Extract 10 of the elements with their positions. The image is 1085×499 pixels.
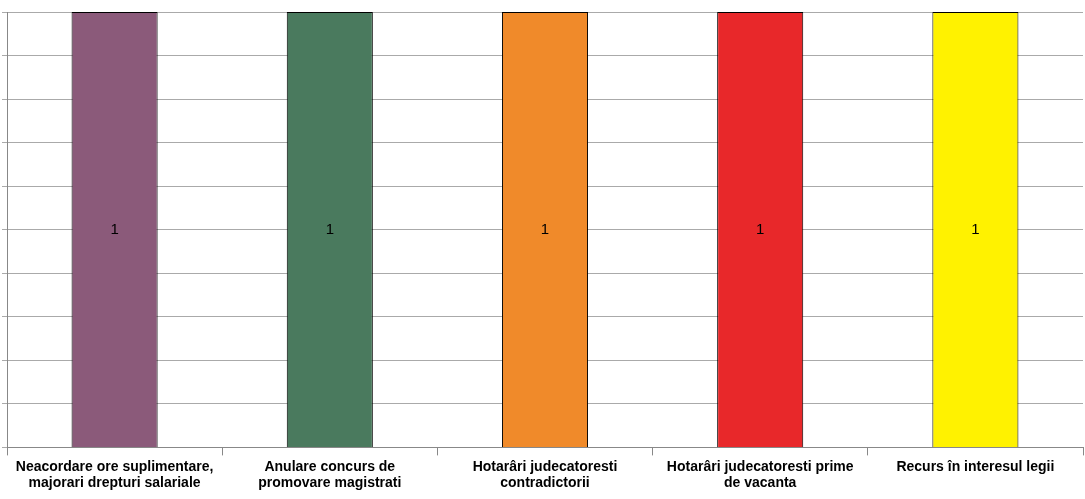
x-tick-label: Anulare concurs de promovare magistrati xyxy=(258,457,402,491)
data-label: 1 xyxy=(756,219,765,237)
x-tick-label: Hotarâri judecatoresti contradictorii xyxy=(472,457,618,491)
data-label: 1 xyxy=(540,219,550,237)
data-label: 1 xyxy=(110,219,119,237)
x-tick-label: Neacordare ore suplimentare, majorari drepturi salariale xyxy=(15,457,214,491)
data-label: 1 xyxy=(971,219,980,237)
x-tick-label: Hotarâri judecatoresti prime de vacanta xyxy=(666,457,854,491)
x-tick-label: Recurs în interesul legii xyxy=(896,457,1055,474)
data-label: 1 xyxy=(325,219,334,237)
